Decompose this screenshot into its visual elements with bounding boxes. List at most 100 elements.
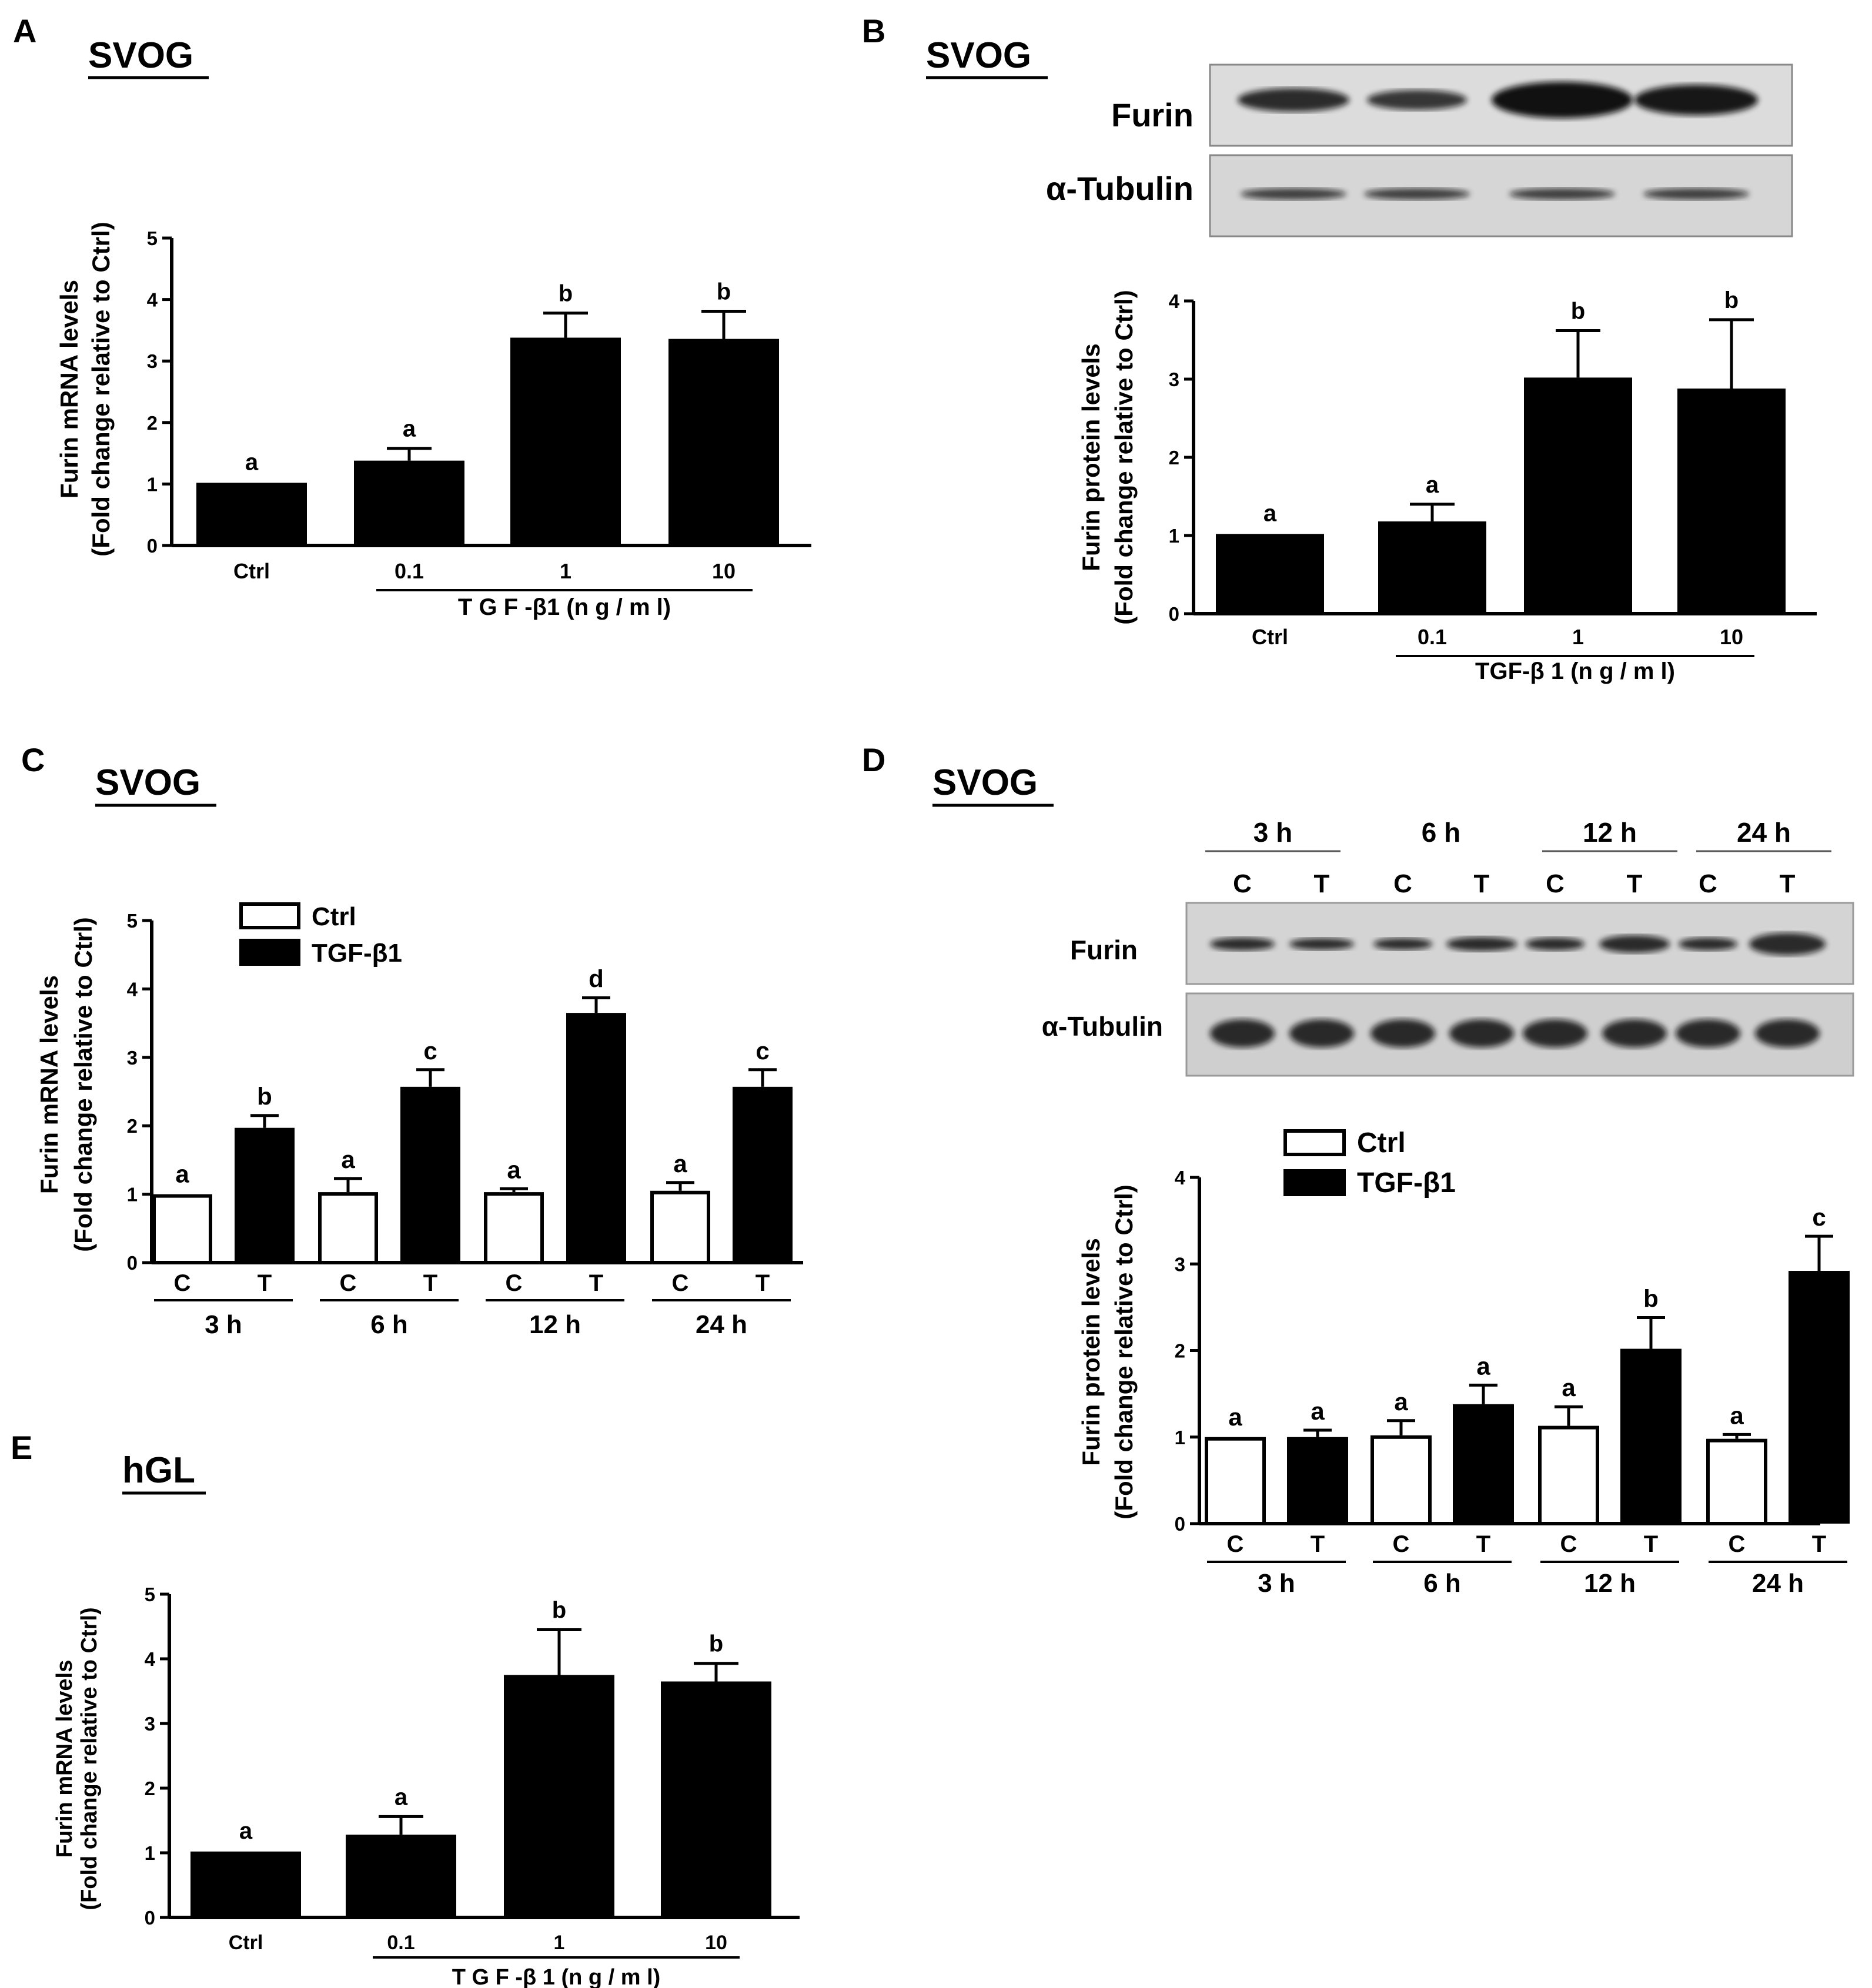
panel-b-blot-label-furin: Furin (1111, 96, 1194, 133)
panel-d-tubulin-band (1370, 1019, 1435, 1047)
panel-b-y-tick-label: 4 (1169, 290, 1180, 312)
panel-b-tubulin-band (1509, 188, 1615, 200)
panel-b-western-blot: Furin α-Tubulin (1046, 63, 1793, 237)
panel-b-furin-band (1367, 90, 1467, 110)
panel-c-group-label-1: 6 h (370, 1310, 408, 1339)
panel-c-group-label-2: 12 h (529, 1310, 581, 1339)
panel-d-sig-letter-0-0: a (1228, 1403, 1242, 1431)
panel-a-category-label-2: 1 (560, 559, 571, 583)
panel-c-cell-line-title: SVOG (95, 762, 200, 803)
panel-c-sublabel-3-1: T (756, 1270, 770, 1296)
panel-d-sublabel-3-1: T (1812, 1531, 1826, 1557)
panel-b-ylabel-line1: Furin protein levels (1077, 343, 1105, 571)
panel-d-blot-time-2: 12 h (1583, 817, 1637, 848)
panel-a-y-tick-label: 5 (147, 227, 158, 249)
panel-b-sig-letter-3: b (1724, 287, 1739, 313)
panel-d-blot-time-3: 24 h (1737, 817, 1791, 848)
panel-b-furin-band (1492, 82, 1633, 118)
panel-a-bar-0 (196, 483, 307, 545)
panel-c-sig-letter-0-0: a (175, 1160, 189, 1188)
panel-c-legend-swatch-1 (239, 939, 300, 966)
panel-d-sublabel-1-1: T (1476, 1531, 1490, 1557)
panel-d-tubulin-band (1523, 1019, 1587, 1047)
panel-e-category-label-0: Ctrl (229, 1932, 263, 1954)
panel-c-bar-1-ctrl (318, 1192, 378, 1265)
panel-e-sig-letter-2: b (552, 1598, 566, 1624)
panel-d-furin-band (1526, 938, 1584, 951)
panel-a-panel-letter: A (13, 12, 36, 49)
panel-e-bar-1 (346, 1835, 456, 1917)
panel-a-y-tick-label: 2 (147, 412, 158, 434)
panel-a-sig-letter-2: b (559, 281, 573, 307)
panel-c-bar-3-tgf (733, 1086, 793, 1263)
panel-d-furin-band (1210, 938, 1275, 951)
panel-d-bar-1-ctrl (1370, 1435, 1432, 1525)
panel-d-blot-tubulin-strip (1185, 992, 1854, 1077)
panel-c-y-tick-label: 0 (127, 1252, 138, 1274)
panel-c-ylabel-line1: Furin mRNA levels (35, 975, 63, 1194)
panel-d-bar-3-ctrl (1706, 1438, 1767, 1526)
panel-c-sig-letter-2-1: d (589, 965, 604, 993)
panel-b-category-label-3: 10 (1720, 625, 1743, 649)
panel-d-tubulin-band (1210, 1019, 1275, 1047)
panel-d-blot-lane-1: T (1314, 869, 1330, 898)
panel-c: C SVOG Furin mRNA levels (Fold change relat… (21, 741, 803, 1339)
panel-e-y-tick-label: 3 (145, 1713, 155, 1735)
panel-d-sublabel-3-0: C (1729, 1531, 1746, 1557)
panel-c-bar-2-tgf (566, 1013, 626, 1263)
panel-d-group-label-1: 6 h (1423, 1569, 1461, 1598)
panel-d-y-tick-label: 3 (1175, 1253, 1185, 1275)
panel-d-blot-time-0: 3 h (1253, 817, 1292, 848)
panel-d-sublabel-0-1: T (1311, 1531, 1325, 1557)
panel-e-cell-line-title: hGL (122, 1450, 195, 1491)
panel-b-ylabel-line2: (Fold change relative to Ctrl) (1110, 290, 1138, 624)
panel-c-bar-2-ctrl (484, 1192, 544, 1265)
panel-d-legend-swatch-1 (1283, 1169, 1346, 1196)
panel-e-sig-letter-0: a (239, 1818, 253, 1844)
panel-d-tubulin-band (1602, 1019, 1667, 1047)
panel-d-tubulin-band (1449, 1019, 1514, 1047)
panel-a-y-tick-label: 0 (147, 535, 158, 557)
panel-c-legend-label-0: Ctrl (312, 902, 356, 931)
panel-b-y-tick-label: 2 (1169, 447, 1179, 468)
panel-d-blot-lane-4: C (1546, 869, 1565, 898)
panel-d-furin-band (1749, 933, 1826, 955)
panel-d-blot-label-tubulin: α-Tubulin (1042, 1011, 1163, 1042)
panel-d-bar-3-tgf (1789, 1271, 1850, 1524)
panel-b-y-tick-label: 0 (1169, 603, 1179, 625)
panel-d-bar-2-tgf (1620, 1348, 1682, 1524)
panel-d-western-blot: 3 h 6 h 12 h 24 h C T C T C T C T Furin α-Tubulin (1042, 817, 1854, 1077)
panel-b-tubulin-band (1643, 188, 1749, 200)
panel-d-sig-letter-0-1: a (1311, 1397, 1325, 1425)
panel-c-y-tick-label: 5 (127, 910, 138, 932)
panel-d-ylabel-line2: (Fold change relative to Ctrl) (1110, 1184, 1138, 1519)
panel-e-bar-2 (504, 1675, 614, 1917)
panel-e-category-label-3: 10 (705, 1932, 727, 1954)
panel-c-sig-letter-0-1: b (257, 1083, 272, 1110)
panel-b-bar-2 (1524, 377, 1632, 614)
panel-a: A SVOG Furin mRNA levels (Fold change relat… (13, 12, 811, 620)
panel-b-furin-band (1238, 88, 1349, 112)
panel-a-y-tick-label: 3 (147, 350, 158, 372)
panel-d-bar-0-ctrl (1205, 1437, 1266, 1525)
panel-e-bar-3 (661, 1681, 771, 1917)
panel-b-bar-1 (1378, 521, 1486, 614)
panel-c-bar-0-tgf (235, 1127, 295, 1263)
panel-d-blot-lane-7: T (1780, 869, 1796, 898)
panel-d-group-label-0: 3 h (1258, 1569, 1295, 1598)
panel-a-sig-letter-0: a (245, 449, 259, 475)
panel-c-sublabel-2-0: C (506, 1270, 523, 1296)
panel-d-sig-letter-1-0: a (1394, 1388, 1408, 1415)
panel-d-sig-letter-2-0: a (1562, 1374, 1576, 1401)
panel-b-category-label-1: 0.1 (1418, 625, 1447, 649)
panel-c-sig-letter-3-0: a (673, 1150, 687, 1177)
panel-d-group-label-3: 24 h (1752, 1569, 1804, 1598)
panel-d-furin-band (1679, 938, 1737, 951)
panel-a-category-label-3: 10 (712, 559, 736, 583)
panel-d-tubulin-band (1676, 1019, 1740, 1047)
panel-d-y-tick-label: 0 (1175, 1513, 1185, 1535)
panel-a-ylabel-line2: (Fold change relative to Ctrl) (87, 222, 115, 556)
panel-d-sig-letter-2-1: b (1643, 1285, 1659, 1313)
panel-d-furin-band (1446, 937, 1517, 951)
